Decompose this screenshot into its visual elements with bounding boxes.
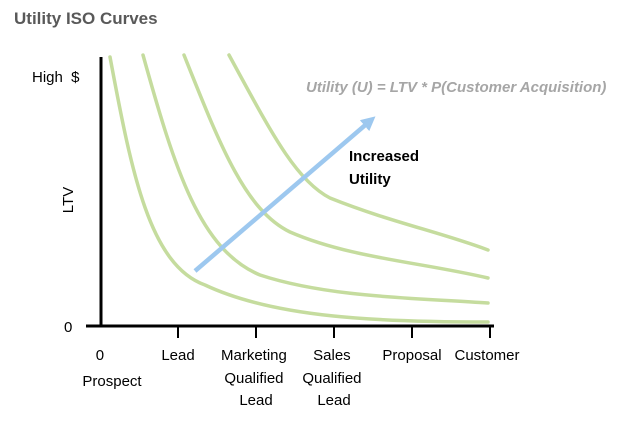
x-axis-labels: 0 Prospect Lead Marketing Qualified Lead… bbox=[82, 347, 519, 409]
x-tick-label-proposal: Proposal bbox=[382, 347, 441, 364]
x-tick-label-sql: Sales Qualified Lead bbox=[302, 347, 365, 409]
x-axis-ticks bbox=[177, 326, 491, 338]
chart-title: Utility ISO Curves bbox=[14, 9, 158, 28]
utility-formula: Utility (U) = LTV * P(Customer Acquisiti… bbox=[306, 79, 606, 96]
y-axis-label: LTV bbox=[60, 187, 77, 213]
iso-curves bbox=[108, 53, 490, 324]
y-axis-top-label: High $ bbox=[32, 69, 80, 86]
iso-curve-2 bbox=[141, 53, 490, 305]
x-tick-label-mql: Marketing Qualified Lead bbox=[221, 347, 291, 409]
iso-curve-3 bbox=[182, 53, 490, 280]
y-axis-zero-label: 0 bbox=[64, 319, 72, 336]
iso-curve-4 bbox=[227, 53, 490, 252]
increased-utility-label: Increased Utility bbox=[349, 148, 423, 188]
x-tick-label-lead: Lead bbox=[161, 347, 194, 364]
x-tick-label-customer: Customer bbox=[454, 347, 519, 364]
iso-curve-1 bbox=[108, 55, 490, 324]
increased-utility-arrow bbox=[193, 116, 376, 273]
x-tick-label-prospect: 0 Prospect bbox=[82, 347, 142, 390]
